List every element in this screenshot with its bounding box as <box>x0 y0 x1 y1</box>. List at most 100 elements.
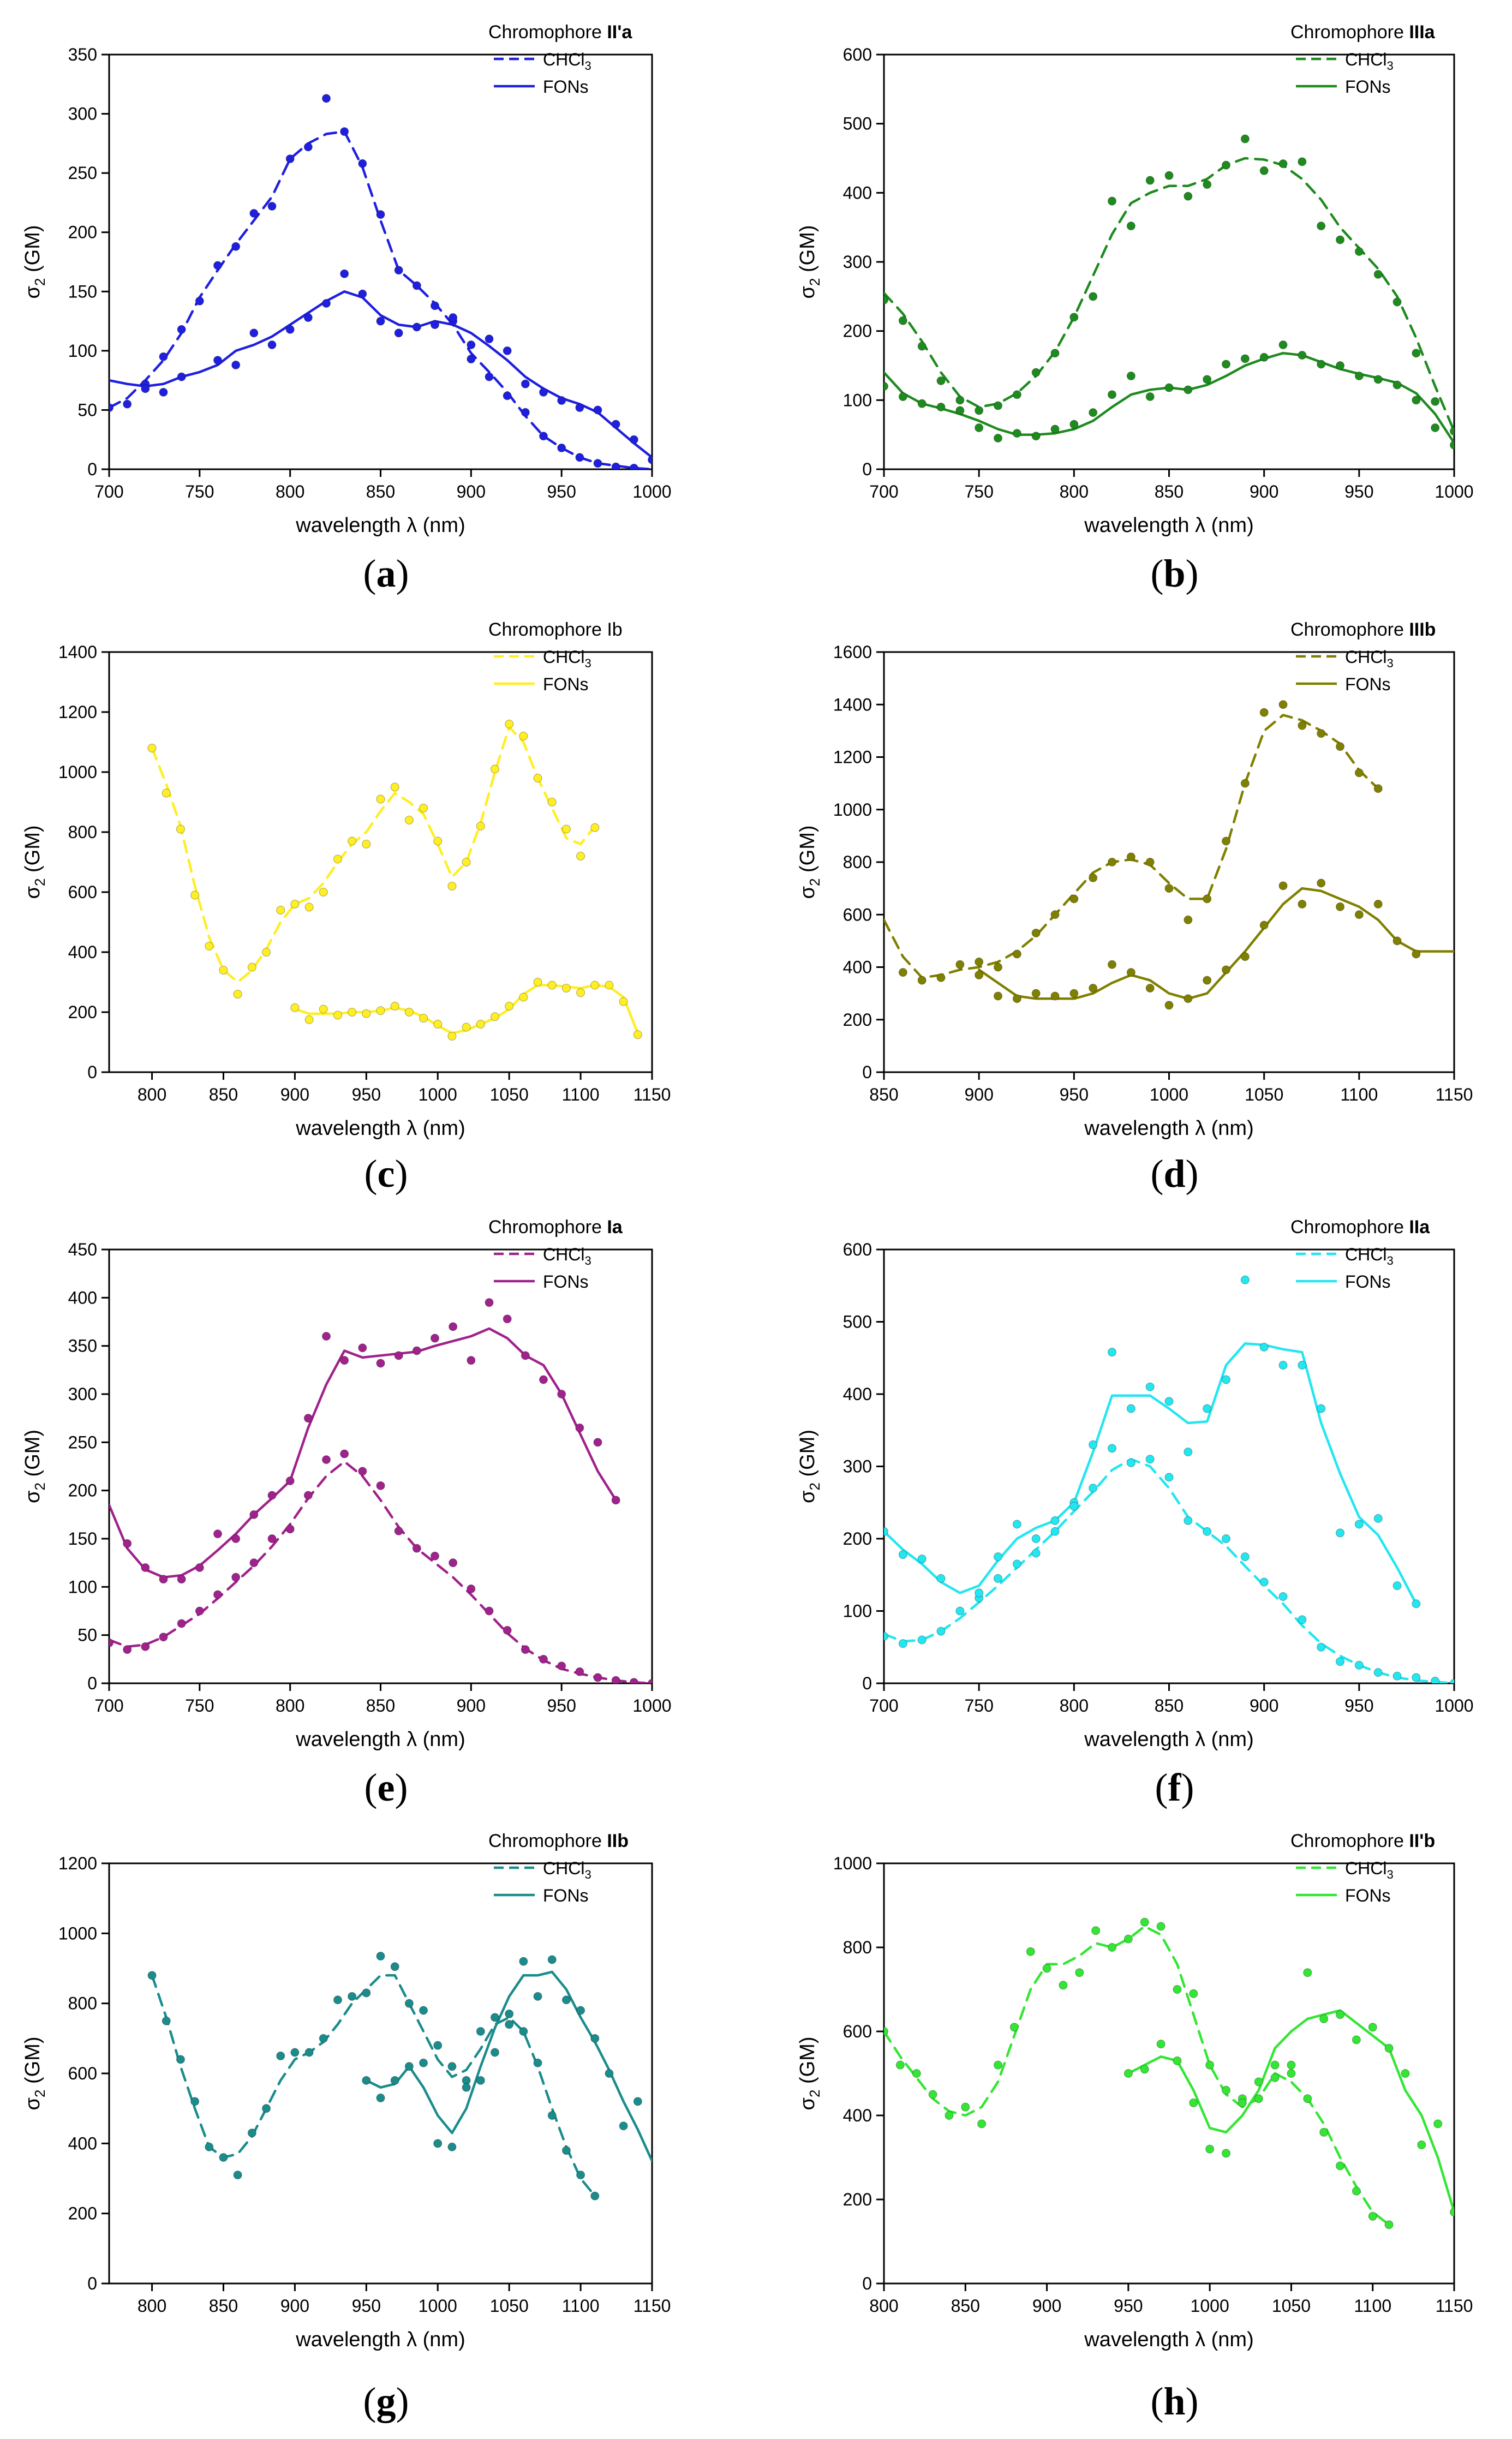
data-point-fons <box>1184 385 1193 394</box>
legend-title-prefix: Chromophore <box>1290 1831 1409 1851</box>
data-point-chcl3 <box>1431 1677 1440 1683</box>
data-point-chcl3 <box>1317 729 1326 738</box>
data-point-fons <box>1050 425 1060 434</box>
data-point-fons <box>322 299 331 308</box>
data-point-fons <box>490 1012 499 1021</box>
data-point-fons <box>633 1030 642 1039</box>
data-point-fons <box>1222 1375 1230 1384</box>
y-tick-label: 100 <box>843 390 872 410</box>
panel-letter-value: d <box>1163 1152 1185 1195</box>
data-point-fons <box>1278 340 1288 349</box>
data-point-fons <box>1238 2098 1247 2107</box>
data-point-chcl3 <box>519 2027 528 2036</box>
data-point-fons <box>333 1011 342 1020</box>
y-axis-label: σ2 (GM) <box>21 225 48 299</box>
data-point-fons <box>1205 2144 1215 2154</box>
legend-title-compound: IIIb <box>1409 619 1436 640</box>
y-tick-label: 100 <box>843 1601 872 1621</box>
plot-area <box>109 94 652 469</box>
x-tick-label: 950 <box>352 2296 381 2316</box>
y-axis-label-unit: (GM) <box>21 2037 44 2090</box>
data-point-fons <box>340 269 349 278</box>
y-tick-label: 0 <box>862 1062 872 1082</box>
data-point-chcl3 <box>1278 159 1288 169</box>
y-tick-label: 0 <box>862 1673 872 1693</box>
data-point-chcl3 <box>1354 768 1364 778</box>
data-point-fons <box>285 325 295 334</box>
x-tick-label: 800 <box>276 482 304 501</box>
data-point-fons <box>1164 383 1174 392</box>
data-point-fons <box>1012 1520 1021 1529</box>
data-point-fons <box>1352 2035 1361 2045</box>
panel-letter-open: ( <box>1150 1152 1163 1195</box>
data-point-chcl3 <box>576 2171 585 2180</box>
y-tick-label: 1000 <box>833 1854 872 1873</box>
y-tick-label: 350 <box>68 1336 97 1356</box>
legend-label-chcl3: CHCl3 <box>1345 1858 1394 1881</box>
data-point-chcl3 <box>304 2048 314 2057</box>
legend-title-compound: Ia <box>607 1217 623 1238</box>
y-axis-label: σ2 (GM) <box>21 826 48 899</box>
y-axis-label-unit: (GM) <box>796 826 819 878</box>
x-tick-label: 750 <box>185 482 214 501</box>
data-point-fons <box>1319 2014 1329 2023</box>
y-tick-label: 600 <box>843 1240 872 1259</box>
data-point-fons <box>303 1414 313 1423</box>
panel-letter-value: f <box>1168 1766 1182 1809</box>
chart-panel-h: 800 850 900 950 1000 1050 1100 1150 0 200 400 600 80… <box>796 1831 1473 2423</box>
data-point-fons <box>412 322 421 332</box>
y-axis-label: σ2 (GM) <box>796 1430 823 1503</box>
data-point-chcl3 <box>1012 390 1021 399</box>
data-point-chcl3 <box>1108 196 1116 206</box>
data-point-fons <box>290 1003 300 1012</box>
data-point-chcl3 <box>1373 784 1383 793</box>
data-point-fons <box>1012 994 1021 1003</box>
data-point-fons <box>1373 1514 1383 1523</box>
y-tick-label: 800 <box>68 1994 97 2013</box>
legend-label-chcl3-subscript: 3 <box>584 1868 591 1881</box>
x-tick-label: 1000 <box>419 1085 457 1104</box>
data-point-chcl3 <box>1278 1592 1288 1601</box>
legend-label-chcl3: CHCl3 <box>1345 647 1394 670</box>
data-point-fons <box>303 313 313 322</box>
data-point-chcl3 <box>490 2013 499 2022</box>
data-point-fons <box>1156 2040 1166 2049</box>
data-point-fons <box>362 2076 371 2085</box>
data-point-fons <box>503 1314 512 1324</box>
x-tick-label: 800 <box>138 1085 166 1104</box>
data-point-fons <box>975 970 984 979</box>
data-point-chcl3 <box>1156 1922 1166 1931</box>
data-point-chcl3 <box>162 2016 171 2025</box>
data-point-fons <box>557 1390 566 1398</box>
x-tick-label: 1000 <box>632 1696 671 1715</box>
data-point-fons <box>485 334 494 344</box>
y-axis-label-subscript: 2 <box>32 1482 48 1490</box>
panel-letter: (h) <box>1150 2380 1198 2423</box>
x-tick-label: 800 <box>869 2296 898 2316</box>
y-axis-label-subscript: 2 <box>806 2090 823 2097</box>
data-point-fons <box>1373 900 1383 908</box>
data-point-chcl3 <box>176 824 185 834</box>
data-point-fons <box>304 1015 314 1024</box>
x-tick-label: 950 <box>1344 482 1373 501</box>
x-tick-label: 900 <box>964 1085 993 1104</box>
data-point-fons <box>1384 2043 1394 2053</box>
data-point-chcl3 <box>1412 1673 1421 1682</box>
data-point-fons <box>394 328 403 338</box>
panel-letter-value: a <box>376 552 396 595</box>
data-point-chcl3 <box>247 963 256 972</box>
data-point-fons <box>519 993 528 1002</box>
series-line-fons <box>884 351 1454 445</box>
data-point-fons <box>390 1002 399 1011</box>
data-point-chcl3 <box>1222 836 1230 846</box>
data-point-fons <box>1450 440 1454 450</box>
panel-letter-open: ( <box>1150 552 1163 595</box>
x-tick-label: 900 <box>457 482 486 501</box>
y-tick-label: 150 <box>68 1529 97 1549</box>
data-point-fons <box>195 1563 204 1572</box>
x-tick-label: 1000 <box>1435 482 1473 501</box>
data-point-chcl3 <box>340 1449 349 1458</box>
data-point-fons <box>1069 989 1079 998</box>
data-point-fons <box>519 1957 528 1966</box>
